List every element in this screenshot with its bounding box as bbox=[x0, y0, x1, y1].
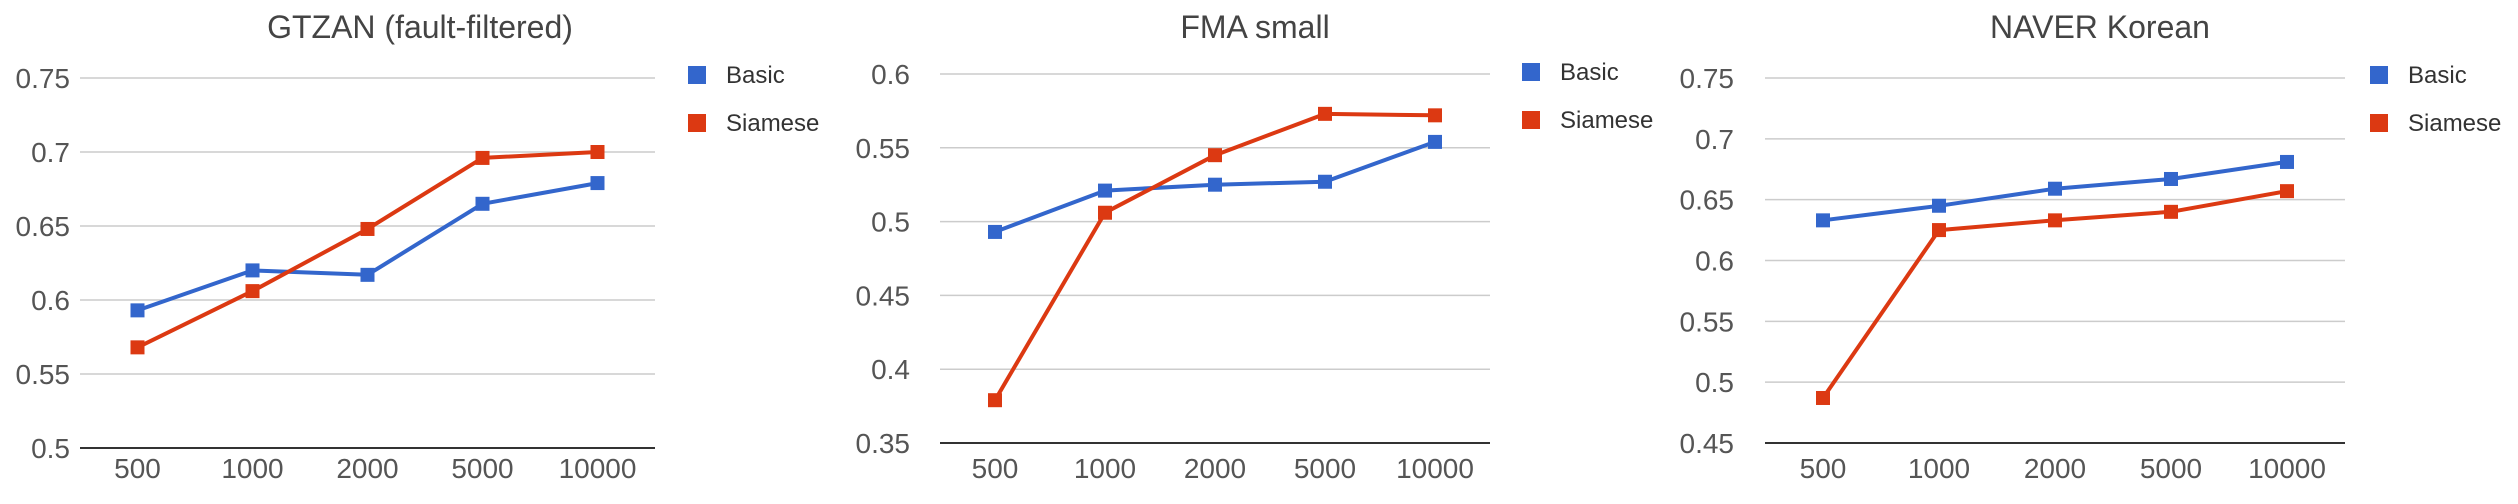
chart-panel-3: NAVER Korean 0.45 0.5 0.55 0.6 0.65 0.7 0.75 500… bbox=[1680, 9, 2502, 484]
data-point-siamese bbox=[1098, 205, 1112, 220]
legend-label: Siamese bbox=[726, 110, 819, 137]
data-point-siamese bbox=[1428, 108, 1442, 123]
data-point-basic bbox=[2164, 171, 2178, 186]
data-point-basic bbox=[2280, 154, 2294, 169]
legend-swatch-basic bbox=[1522, 63, 1540, 81]
series-line-basic bbox=[136, 181, 598, 313]
data-point-basic bbox=[590, 176, 605, 191]
data-point-siamese bbox=[2280, 184, 2294, 199]
legend-swatch-basic bbox=[688, 66, 706, 84]
data-point-basic bbox=[988, 224, 1002, 239]
y-tick-label: 0.55 bbox=[856, 133, 911, 164]
data-point-siamese bbox=[130, 340, 145, 355]
legend-label: Siamese bbox=[2408, 110, 2501, 137]
data-point-siamese bbox=[1318, 106, 1332, 121]
x-tick-label: 10000 bbox=[1396, 453, 1474, 484]
chart-title: NAVER Korean bbox=[1990, 9, 2210, 45]
data-point-siamese bbox=[988, 393, 1002, 408]
x-tick-label: 1000 bbox=[221, 453, 283, 484]
legend-label: Siamese bbox=[1560, 107, 1653, 134]
y-tick-label: 0.55 bbox=[1680, 306, 1735, 337]
chart-panel-1: GTZAN (fault-filtered) 0.5 0.55 0.6 0.65 0.7 0… bbox=[16, 9, 820, 484]
chart-title: GTZAN (fault-filtered) bbox=[267, 9, 573, 45]
x-tick-label: 500 bbox=[972, 453, 1019, 484]
y-tick-label: 0.7 bbox=[1695, 124, 1734, 155]
data-point-basic bbox=[1932, 198, 1946, 213]
y-tick-label: 0.5 bbox=[1695, 367, 1734, 398]
y-tick-label: 0.65 bbox=[1680, 185, 1735, 216]
x-tick-label: 1000 bbox=[1908, 453, 1970, 484]
data-point-siamese bbox=[360, 221, 375, 236]
x-tick-label: 5000 bbox=[2140, 453, 2202, 484]
data-point-basic bbox=[1208, 177, 1222, 192]
data-point-basic bbox=[245, 263, 260, 278]
legend-swatch-siamese bbox=[688, 114, 706, 132]
data-point-basic bbox=[475, 196, 490, 211]
legend-label: Basic bbox=[726, 62, 785, 89]
x-tick-label: 5000 bbox=[1294, 453, 1356, 484]
x-tick-label: 10000 bbox=[2248, 453, 2326, 484]
y-tick-label: 0.6 bbox=[31, 285, 70, 316]
x-tick-label: 5000 bbox=[451, 453, 513, 484]
x-tick-label: 500 bbox=[114, 453, 161, 484]
y-tick-label: 0.45 bbox=[856, 280, 911, 311]
y-tick-label: 0.5 bbox=[871, 207, 910, 238]
y-tick-label: 0.45 bbox=[1680, 428, 1735, 459]
x-tick-label: 2000 bbox=[1184, 453, 1246, 484]
y-tick-label: 0.55 bbox=[16, 359, 71, 390]
legend-swatch-basic bbox=[2370, 66, 2388, 84]
data-point-basic bbox=[1318, 174, 1332, 189]
y-tick-label: 0.4 bbox=[871, 354, 910, 385]
y-tick-label: 0.6 bbox=[871, 59, 910, 90]
data-point-siamese bbox=[2164, 204, 2178, 219]
x-tick-label: 2000 bbox=[336, 453, 398, 484]
x-tick-label: 500 bbox=[1800, 453, 1847, 484]
data-point-basic bbox=[130, 303, 145, 318]
data-point-siamese bbox=[590, 145, 605, 159]
legend-swatch-siamese bbox=[2370, 114, 2388, 132]
y-tick-label: 0.65 bbox=[16, 211, 71, 242]
series-line-siamese bbox=[136, 150, 598, 350]
chart-panel-2: FMA small 0.35 0.4 0.45 0.5 0.55 0.6 500 1000 200… bbox=[856, 9, 1654, 484]
legend-swatch-siamese bbox=[1522, 111, 1540, 129]
y-tick-label: 0.6 bbox=[1695, 246, 1734, 277]
legend-label: Basic bbox=[2408, 62, 2467, 89]
data-point-siamese bbox=[1932, 223, 1946, 238]
chart-title: FMA small bbox=[1180, 9, 1329, 45]
data-point-basic bbox=[1428, 134, 1442, 149]
data-point-basic bbox=[2048, 181, 2062, 196]
data-point-basic bbox=[1816, 213, 1830, 228]
y-tick-label: 0.5 bbox=[31, 433, 70, 464]
data-point-siamese bbox=[475, 150, 490, 165]
data-point-siamese bbox=[1208, 148, 1222, 163]
legend-label: Basic bbox=[1560, 59, 1619, 86]
x-tick-label: 10000 bbox=[559, 453, 637, 484]
x-tick-label: 1000 bbox=[1074, 453, 1136, 484]
data-point-siamese bbox=[245, 284, 260, 299]
data-point-basic bbox=[1098, 183, 1112, 198]
data-point-basic bbox=[360, 267, 375, 282]
y-tick-label: 0.35 bbox=[856, 428, 911, 459]
y-tick-label: 0.75 bbox=[1680, 63, 1735, 94]
y-tick-label: 0.7 bbox=[31, 137, 70, 168]
data-point-siamese bbox=[1816, 390, 1830, 405]
data-point-siamese bbox=[2048, 213, 2062, 228]
x-tick-label: 2000 bbox=[2024, 453, 2086, 484]
y-tick-label: 0.75 bbox=[16, 63, 71, 94]
